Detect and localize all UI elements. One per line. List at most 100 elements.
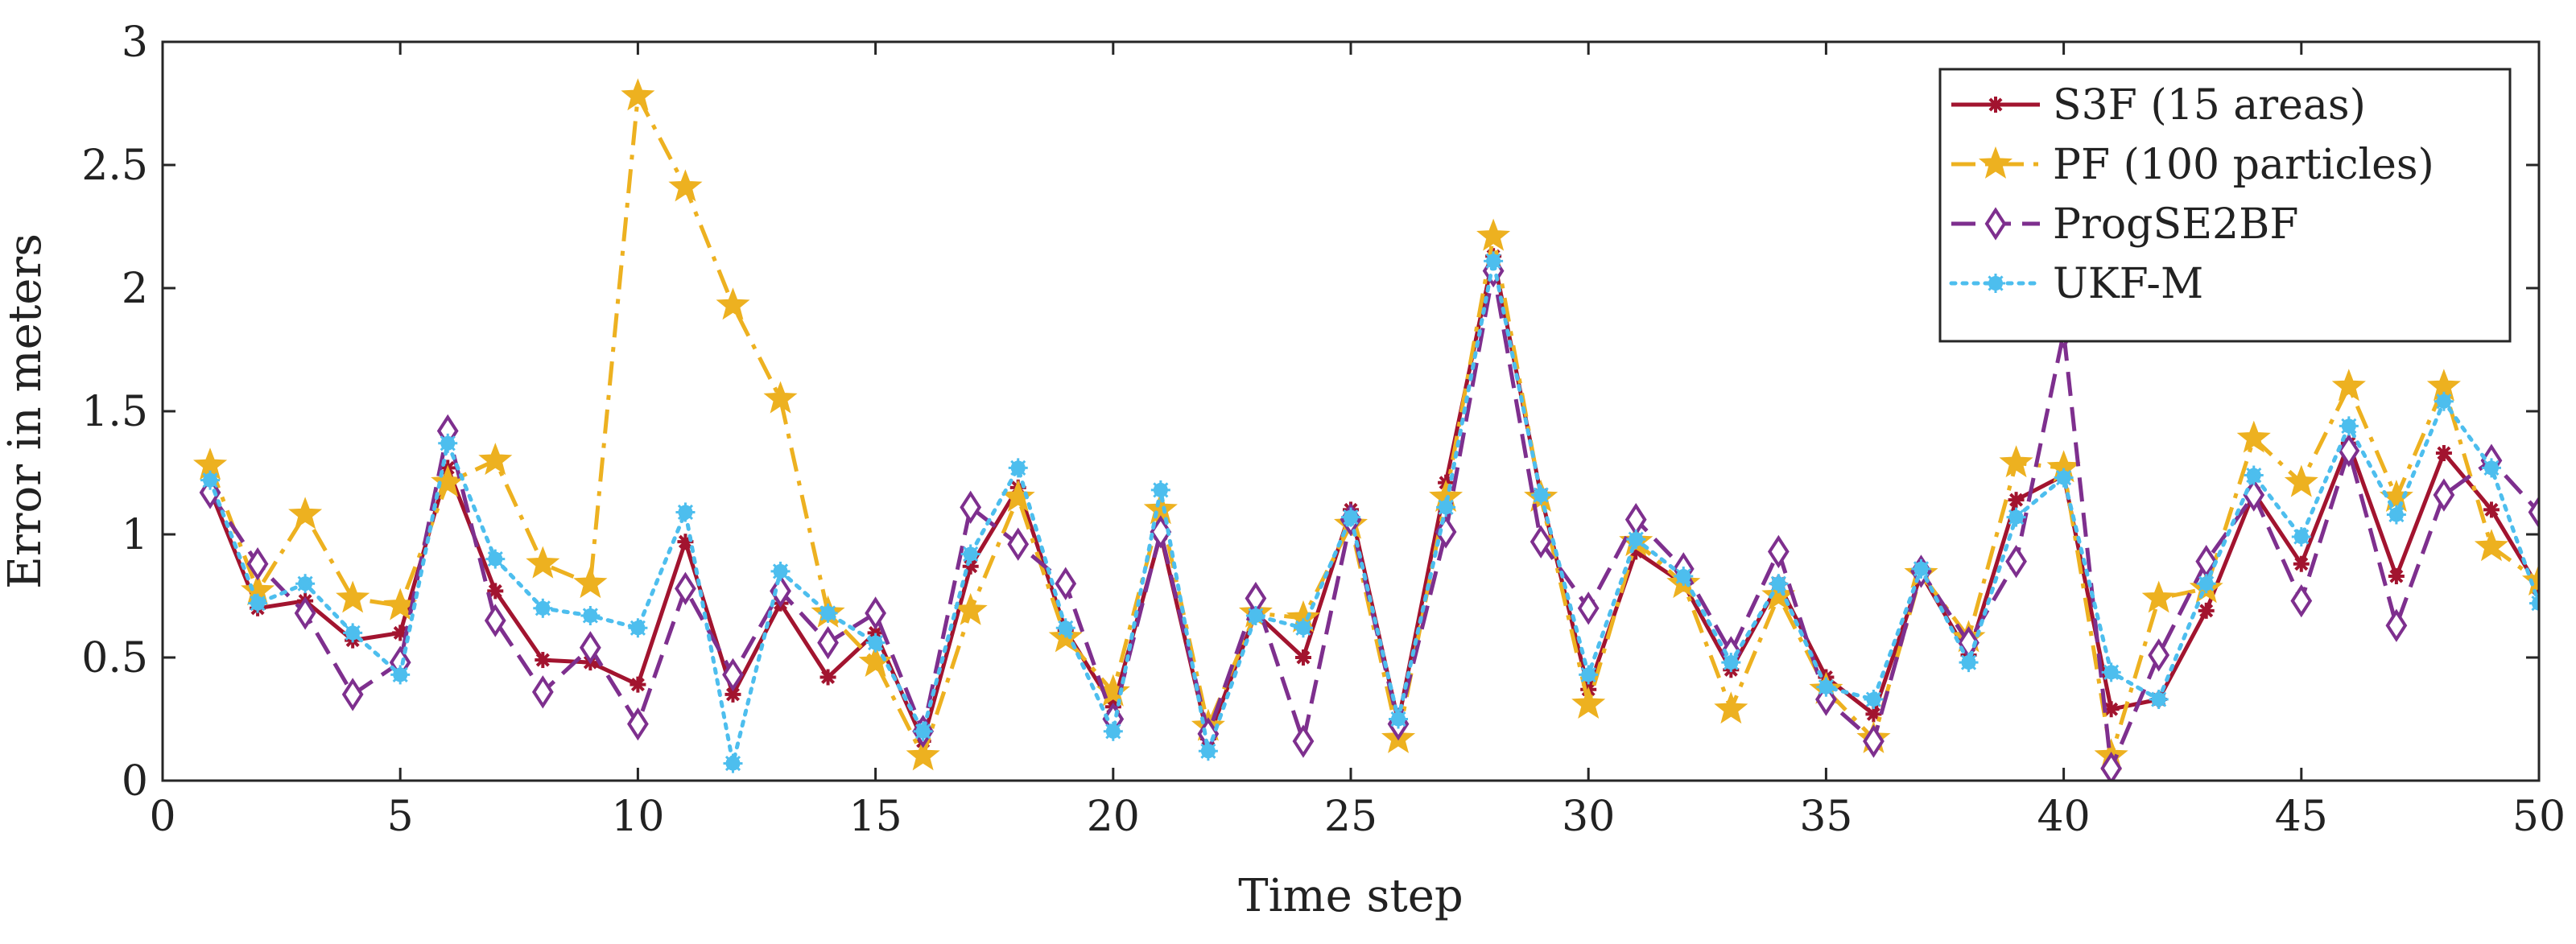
series-2-point (294, 596, 316, 630)
series-3-point (2481, 458, 2501, 478)
series-0-point (2435, 445, 2452, 462)
dot-spoke (2293, 529, 2310, 545)
series-2-point (341, 678, 364, 711)
series-2-point (2338, 434, 2360, 468)
series-1-point (763, 381, 798, 414)
series-3-point (2434, 391, 2454, 411)
series-2-point (2385, 608, 2408, 642)
asterisk-stroke (535, 653, 550, 667)
dot-spoke (1723, 654, 1739, 670)
dot-spoke (1770, 575, 1786, 592)
x-tick-label: 5 (387, 793, 414, 841)
series-3-point (2149, 690, 2169, 710)
asterisk-stroke (2484, 502, 2499, 517)
series-3-point (438, 433, 458, 453)
dot-spoke (677, 504, 694, 521)
dot-spoke (772, 563, 789, 579)
series-3-point (1579, 665, 1599, 685)
y-tick-label: 1.5 (81, 388, 148, 436)
series-2-point (817, 625, 839, 660)
series-1-point (336, 580, 370, 613)
dot-spoke (1153, 482, 1169, 498)
series-3-point (2291, 527, 2311, 547)
series-1-point (573, 566, 608, 599)
series-2-point (1577, 592, 1600, 625)
dot-spoke (963, 546, 979, 563)
asterisk-stroke (2009, 493, 2024, 507)
y-axis-label: Error in meters (0, 233, 52, 589)
legend: S3F (15 areas) PF (100 particles) ProgSE2B… (1938, 68, 2512, 343)
series-3-point (2339, 416, 2359, 436)
series-3-point (2244, 465, 2264, 485)
series-1-point (2331, 369, 2366, 402)
series-1-point (621, 78, 655, 111)
series-2-point (2005, 544, 2027, 579)
series-2-point (1767, 534, 1790, 569)
series-3-point (865, 633, 886, 653)
dot-spoke (915, 723, 931, 740)
asterisk-stroke (1296, 650, 1311, 665)
series-2-point (865, 596, 886, 630)
series-1-point (1571, 686, 1606, 719)
dot-spoke (2436, 394, 2452, 410)
x-tick-label: 25 (1324, 793, 1377, 841)
series-3-point (1626, 530, 1646, 550)
series-1-point (1476, 218, 1511, 251)
legend-label-2: ProgSE2BF (2053, 200, 2298, 249)
series-1-line (208, 93, 2539, 758)
dot-spoke (1105, 723, 1121, 740)
series-3-point (1484, 251, 1504, 271)
asterisk-stroke (2389, 569, 2404, 583)
x-tick-label: 10 (611, 793, 664, 841)
asterisk-stroke (2104, 702, 2119, 716)
dot-spoke (1248, 608, 1264, 624)
dot-spoke (1628, 531, 1644, 547)
legend-marker-3 (1986, 274, 2005, 293)
series-3-point (913, 721, 933, 741)
series-0-point (2388, 568, 2405, 585)
series-2-point (627, 707, 649, 741)
series-3-point (1531, 485, 1551, 505)
series-2-point (1530, 525, 1552, 559)
x-tick-label: 15 (849, 793, 902, 841)
series-1-point (668, 169, 703, 202)
series-1-point (2284, 464, 2318, 497)
dot-spoke (2531, 601, 2539, 612)
dot-spoke (2483, 460, 2500, 476)
series-0-point (535, 652, 551, 669)
legend-marker-2 (1984, 207, 2007, 241)
dot-spoke (868, 635, 884, 651)
series-2-point (531, 675, 554, 709)
asterisk-stroke (1866, 707, 1880, 721)
dot-spoke (2198, 575, 2215, 592)
legend-label-1: PF (100 particles) (2053, 141, 2434, 189)
series-3-point (1341, 507, 1360, 527)
series-3-point (343, 623, 363, 643)
series-2-point (2148, 638, 2170, 672)
series-3-point (1008, 458, 1028, 478)
dot-spoke (202, 472, 218, 488)
dot-spoke (1865, 691, 1882, 707)
asterisk-stroke (821, 670, 836, 684)
series-3-point (2386, 505, 2406, 525)
dot-spoke (819, 605, 836, 621)
series-2-point (2100, 752, 2123, 781)
series-1-point (478, 443, 513, 476)
series-2-point (2433, 478, 2455, 512)
series-1-point (953, 592, 988, 625)
dot-spoke (1533, 487, 1549, 503)
series-1-point (2236, 420, 2271, 453)
series-3-point (1816, 677, 1836, 697)
dot-spoke (1485, 253, 1501, 269)
dot-spoke (2246, 467, 2262, 484)
asterisk-stroke (2437, 446, 2451, 460)
series-1-point (1999, 445, 2033, 478)
dot-spoke (1010, 460, 1026, 476)
series-3-line (208, 258, 2539, 766)
dot-spoke (1200, 743, 1216, 759)
dot-spoke (1343, 509, 1359, 526)
series-2-point (484, 604, 506, 637)
dot-spoke (2103, 664, 2120, 680)
legend-box (1938, 68, 2512, 343)
series-0-point (2483, 501, 2500, 518)
